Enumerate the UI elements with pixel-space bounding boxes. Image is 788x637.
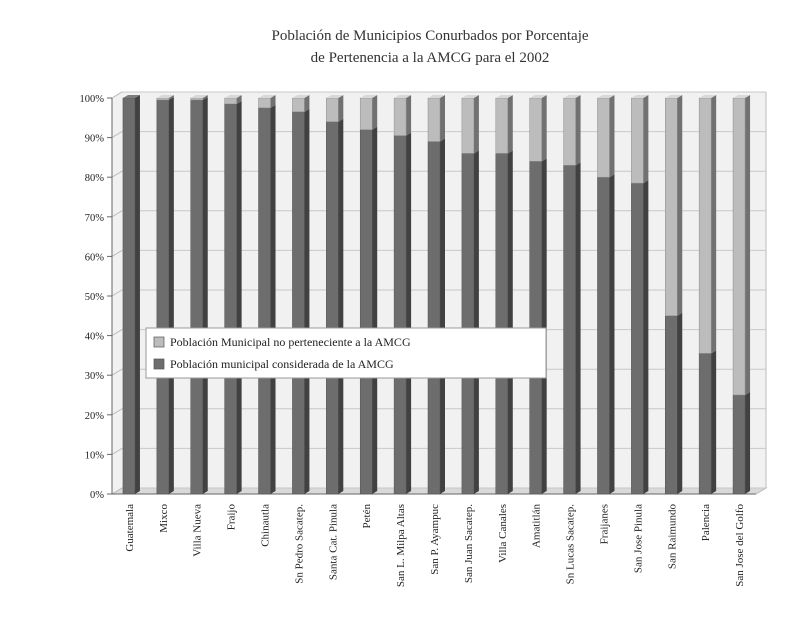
x-category-label: Sn Lucas Sacatep.: [565, 504, 577, 585]
gridline-depth: [111, 408, 123, 416]
bar-considerada: [529, 158, 547, 495]
bar-considerada: [224, 100, 242, 495]
x-category-label: San Raimundo: [666, 504, 678, 570]
bar-no-perteneciente: [563, 95, 581, 166]
gridline-depth: [111, 91, 123, 99]
chart-title-line-2: de Pertenencia a la AMCG para el 2002: [311, 50, 550, 66]
x-category-label: Petén: [361, 504, 373, 529]
bar-no-perteneciente: [258, 95, 276, 109]
gridline-depth: [111, 289, 123, 297]
gridline-depth: [111, 487, 123, 495]
y-tick-label: 50%: [85, 292, 105, 303]
bar-no-perteneciente: [359, 95, 378, 130]
bar-considerada: [292, 108, 310, 495]
bar-considerada: [393, 132, 412, 495]
bar-no-perteneciente: [461, 95, 479, 154]
bar-no-perteneciente: [427, 95, 445, 142]
bar-no-perteneciente: [156, 95, 174, 101]
gridline-depth: [111, 170, 123, 178]
x-category-label: San L. Milpa Altas: [395, 504, 407, 587]
y-tick-label: 30%: [85, 371, 105, 382]
x-category-label: San P. Ayampuc: [429, 504, 441, 575]
x-category-label: San Juan Sacatep.: [463, 504, 475, 583]
bar-no-perteneciente: [190, 95, 208, 101]
bar-no-perteneciente: [529, 95, 547, 162]
x-category-label: Fraijo: [226, 504, 238, 531]
bar-considerada: [563, 162, 581, 495]
bar-considerada: [156, 96, 174, 495]
chart-title-line-1: Población de Municipios Conurbados por P…: [271, 28, 588, 44]
x-category-label: Palencia: [700, 504, 712, 541]
y-tick-label: 60%: [85, 252, 105, 263]
bar-considerada: [698, 350, 717, 495]
x-category-label: Chinautla: [260, 504, 272, 547]
x-category-label: Sn Pedro Sacatep.: [293, 504, 305, 584]
bars: [122, 95, 751, 495]
legend-box: [145, 327, 547, 379]
bar-no-perteneciente: [326, 95, 344, 123]
x-category-label: Fraijanes: [598, 504, 610, 544]
x-category-label: Villa Canales: [497, 504, 509, 563]
bar-no-perteneciente: [631, 95, 649, 184]
x-category-label: Santa Cat. Pinula: [327, 504, 339, 580]
bar-considerada: [597, 174, 615, 495]
x-category-label: San Jose Pinula: [632, 504, 644, 573]
bar-considerada: [122, 95, 140, 495]
y-tick-label: 80%: [85, 173, 105, 184]
bar-no-perteneciente: [698, 95, 717, 354]
legend-swatch: [153, 336, 165, 348]
y-tick-label: 100%: [80, 94, 105, 105]
bar-no-perteneciente: [732, 95, 751, 396]
bar-no-perteneciente: [597, 95, 615, 178]
bar-no-perteneciente: [495, 95, 513, 154]
bar-considerada: [495, 150, 513, 495]
y-tick-label: 70%: [85, 213, 105, 224]
x-category-label: Villa Nueva: [192, 504, 204, 557]
y-tick-label: 0%: [90, 490, 104, 501]
x-category-label: San Jose del Golfo: [734, 504, 746, 587]
gridline-depth: [111, 249, 123, 257]
x-axis: Guatemala Mixco Villa Nueva Fraijo Chinautla…: [124, 504, 746, 588]
bar-considerada: [190, 96, 208, 495]
gridline-depth: [111, 210, 123, 218]
y-tick-label: 10%: [85, 450, 105, 461]
bar-considerada: [631, 180, 649, 495]
x-category-label: Guatemala: [124, 504, 136, 552]
bar-no-perteneciente: [393, 95, 412, 136]
legend-label: Población municipal considerada de la AM…: [170, 357, 394, 371]
gridline-depth: [111, 329, 123, 337]
bar-considerada: [665, 312, 683, 495]
y-tick-label: 40%: [85, 332, 105, 343]
legend-swatch: [153, 358, 165, 370]
legend: Población Municipal no perteneciente a l…: [145, 327, 547, 379]
bar-considerada: [461, 150, 479, 495]
gridline-depth: [111, 447, 123, 455]
legend-label: Población Municipal no perteneciente a l…: [170, 335, 411, 349]
x-category-label: Mixco: [158, 504, 170, 533]
y-tick-label: 20%: [85, 411, 105, 422]
bar-no-perteneciente: [292, 95, 310, 113]
y-tick-label: 90%: [85, 134, 105, 145]
bar-no-perteneciente: [224, 95, 242, 105]
x-category-label: Amatitlán: [531, 504, 543, 548]
bar-considerada: [427, 138, 445, 495]
bar-considerada: [326, 118, 344, 495]
gridline-depth: [111, 368, 123, 376]
bar-considerada: [732, 392, 751, 495]
bar-considerada: [359, 126, 378, 495]
bar-considerada: [258, 104, 276, 495]
gridline-depth: [111, 131, 123, 139]
bar-no-perteneciente: [665, 95, 683, 317]
